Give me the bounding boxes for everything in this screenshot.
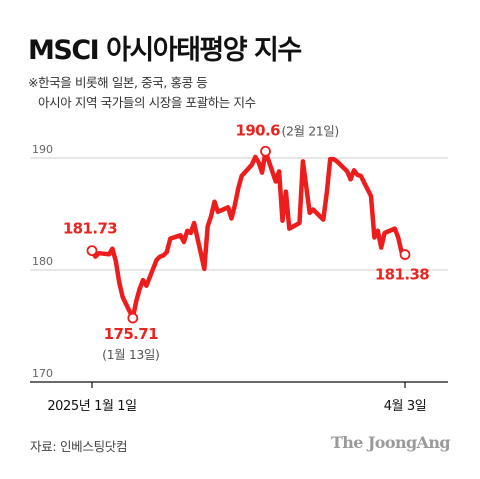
y-tick-label-180: 180	[32, 255, 53, 268]
marker-181-73	[88, 246, 97, 255]
marker-190-6	[261, 147, 270, 156]
annotation-note-1: (1월 13일)	[102, 347, 159, 362]
x-tick-label-0: 2025년 1월 1일	[47, 399, 136, 414]
brand-logo: The JoongAng	[331, 433, 450, 452]
y-tick-label-190: 190	[32, 143, 53, 156]
marker-175-71	[128, 314, 137, 323]
annotation-layer: 181.73 175.71 (1월 13일) 190.6(2월 21일) 181.38	[63, 121, 429, 362]
marker-181-38	[401, 250, 410, 259]
source-note: 자료: 인베스팅닷컴	[30, 436, 127, 455]
x-tick-label-1: 4월 3일	[384, 399, 427, 414]
data-label-190-6: 190.6	[236, 121, 281, 139]
annotation-note-2: (2월 21일)	[282, 123, 339, 138]
data-label-181-38: 181.38	[375, 266, 429, 284]
data-label-175-71: 175.71	[104, 325, 158, 343]
series-layer	[92, 151, 405, 318]
data-label-181-73: 181.73	[63, 220, 117, 238]
series-line	[92, 151, 405, 318]
y-tick-label-170: 170	[32, 367, 53, 380]
